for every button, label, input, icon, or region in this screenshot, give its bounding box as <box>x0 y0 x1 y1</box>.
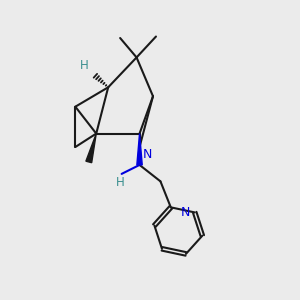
Text: H: H <box>116 176 124 189</box>
Polygon shape <box>86 134 96 163</box>
Text: H: H <box>80 59 89 72</box>
Polygon shape <box>137 134 142 165</box>
Text: N: N <box>181 206 190 219</box>
Text: N: N <box>142 148 152 161</box>
